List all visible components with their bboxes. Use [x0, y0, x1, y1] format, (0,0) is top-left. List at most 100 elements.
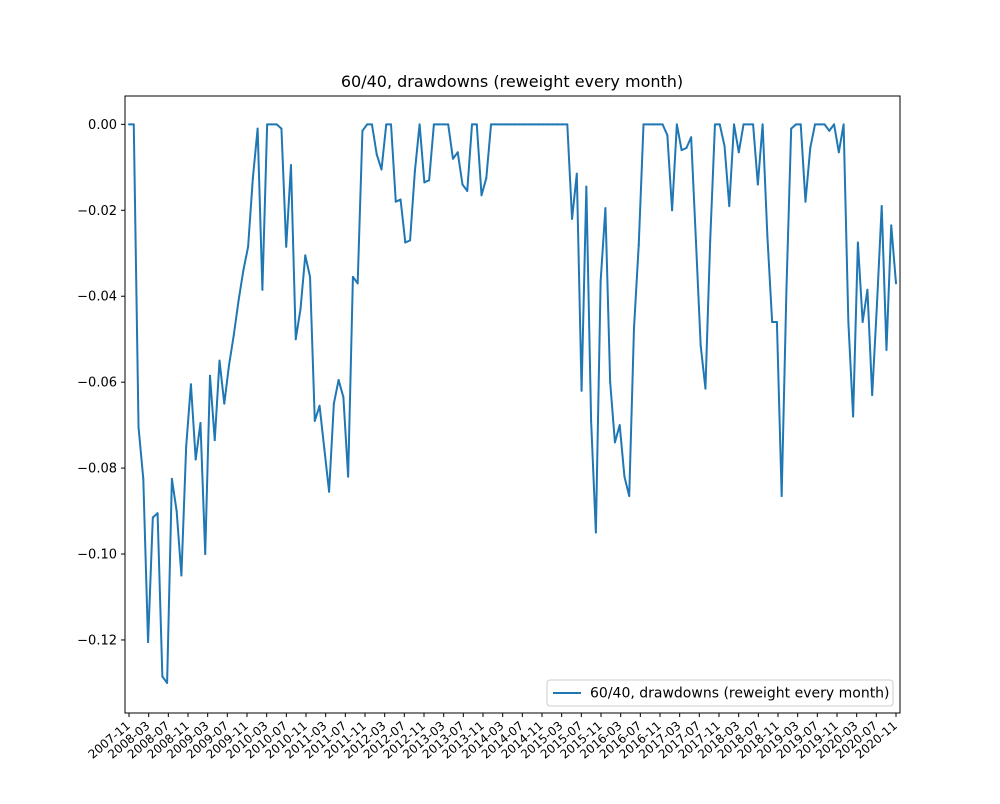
data-point	[199, 421, 202, 424]
data-point	[666, 134, 669, 137]
data-point	[890, 224, 893, 227]
data-point	[756, 183, 759, 186]
data-point	[356, 282, 359, 285]
data-point	[351, 275, 354, 278]
data-point	[370, 123, 373, 126]
data-point	[175, 510, 178, 513]
data-point	[861, 321, 864, 323]
data-point	[437, 123, 440, 126]
data-point	[766, 235, 769, 238]
data-point	[128, 123, 130, 126]
data-point	[409, 239, 412, 242]
y-tick-label: −0.06	[77, 376, 117, 391]
data-point	[718, 123, 721, 126]
data-point	[599, 280, 602, 283]
data-point	[456, 151, 459, 154]
axes-frame	[124, 95, 901, 714]
y-tick-label: −0.12	[77, 633, 117, 648]
data-point	[280, 127, 283, 130]
data-point	[494, 123, 497, 126]
data-point	[504, 123, 507, 126]
data-point	[270, 123, 273, 126]
data-point	[218, 359, 221, 362]
y-tick-label: −0.08	[77, 462, 117, 477]
data-point	[837, 151, 840, 154]
data-point	[761, 123, 764, 126]
data-point	[428, 179, 431, 182]
data-point	[885, 348, 888, 351]
series-points	[128, 123, 897, 684]
data-point	[532, 123, 535, 126]
chart-title: 60/40, drawdowns (reweight every month)	[341, 72, 683, 91]
series-layer	[128, 123, 897, 684]
data-point	[518, 123, 521, 126]
data-point	[818, 123, 821, 126]
data-point	[551, 123, 554, 126]
data-point	[671, 209, 674, 212]
data-point	[223, 402, 226, 405]
data-point	[575, 172, 578, 175]
data-point	[642, 123, 645, 126]
data-point	[237, 299, 240, 302]
data-point	[266, 123, 269, 126]
data-point	[142, 477, 145, 480]
data-point	[752, 123, 755, 126]
data-point	[632, 327, 635, 330]
data-point	[542, 123, 545, 126]
data-point	[747, 123, 750, 126]
data-point	[247, 245, 250, 248]
data-point	[342, 396, 345, 399]
data-point	[471, 123, 474, 126]
data-point	[499, 123, 502, 126]
data-point	[385, 123, 388, 126]
data-point	[828, 129, 831, 132]
data-point	[790, 127, 793, 130]
data-point	[390, 123, 393, 126]
data-point	[166, 681, 169, 684]
data-point	[380, 168, 383, 171]
data-point	[604, 207, 607, 210]
legend-label: 60/40, drawdowns (reweight every month)	[590, 686, 890, 702]
plot-area	[124, 95, 901, 714]
data-point	[466, 189, 469, 192]
data-point	[161, 675, 164, 678]
data-point	[347, 475, 350, 478]
data-point	[523, 123, 526, 126]
data-point	[323, 447, 326, 450]
data-point	[675, 123, 678, 126]
data-point	[509, 123, 512, 126]
data-point	[442, 123, 445, 126]
data-point	[709, 239, 712, 242]
data-point	[228, 363, 231, 366]
data-point	[256, 127, 259, 130]
data-point	[661, 123, 664, 126]
data-point	[804, 200, 807, 203]
data-point	[694, 239, 697, 242]
data-point	[618, 424, 621, 427]
data-point	[232, 333, 235, 336]
data-point	[847, 321, 850, 323]
data-point	[609, 381, 612, 384]
data-point	[590, 419, 593, 422]
y-tick-label: 0.00	[88, 118, 117, 133]
data-point	[475, 123, 478, 126]
data-point	[799, 123, 802, 126]
data-point	[451, 157, 454, 160]
y-axis: 0.00 −0.02 −0.04 −0.06 −0.08 −0.10 −0.12	[77, 118, 125, 648]
data-point	[628, 495, 631, 498]
data-point	[328, 490, 331, 493]
data-point	[170, 477, 173, 480]
data-point	[513, 123, 516, 126]
data-point	[728, 204, 731, 207]
data-point	[132, 123, 135, 126]
data-point	[856, 241, 859, 244]
data-point	[566, 123, 569, 126]
data-point	[547, 123, 550, 126]
data-point	[561, 123, 564, 126]
data-point	[842, 123, 845, 126]
data-point	[413, 170, 416, 173]
data-point	[814, 123, 817, 126]
data-point	[704, 387, 707, 390]
data-point	[399, 198, 402, 201]
